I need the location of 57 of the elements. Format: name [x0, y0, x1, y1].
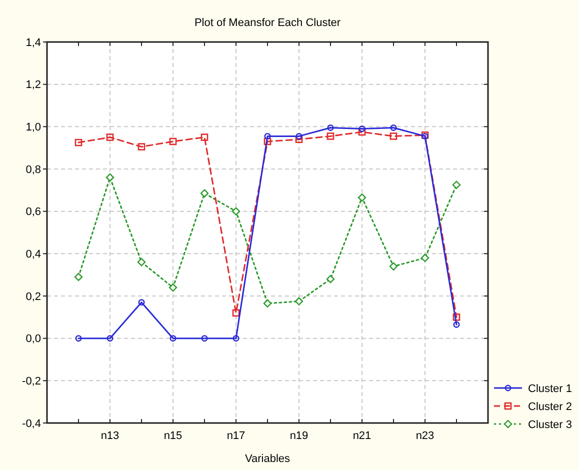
x-tick-label: n17	[226, 430, 246, 442]
point	[452, 180, 461, 189]
point	[390, 124, 397, 131]
y-tick-label: 0,6	[26, 206, 41, 218]
point	[264, 138, 272, 146]
point	[390, 132, 398, 140]
x-tick-label: n19	[290, 430, 308, 442]
point	[106, 335, 114, 342]
y-tick-label: -0,4	[22, 418, 41, 430]
point	[420, 254, 430, 262]
point	[137, 258, 146, 266]
y-tick-label: 1,4	[26, 36, 41, 49]
point	[452, 314, 460, 321]
point	[358, 193, 366, 202]
point	[326, 274, 335, 284]
point	[232, 309, 240, 317]
point	[358, 126, 366, 132]
point	[170, 335, 176, 342]
point	[106, 134, 114, 141]
point	[200, 189, 209, 198]
point	[296, 132, 302, 140]
x-tick-label: n15	[164, 430, 182, 442]
point	[263, 299, 272, 308]
point	[201, 335, 208, 342]
point	[168, 283, 178, 292]
point	[138, 299, 145, 306]
x-tick-label: n21	[352, 430, 372, 442]
point	[232, 335, 240, 342]
x-tick-label: n13	[100, 430, 120, 442]
point	[389, 262, 398, 270]
legend-label: Cluster 3	[528, 418, 572, 431]
point	[294, 297, 304, 306]
point	[326, 132, 334, 140]
point	[200, 134, 208, 141]
y-tick-label: 1,2	[26, 79, 41, 92]
point	[138, 143, 146, 150]
point	[74, 272, 83, 282]
x-axis-title: Variables	[244, 453, 291, 465]
legend-label: Cluster 2	[528, 400, 572, 413]
legend-label: Cluster 1	[528, 382, 572, 395]
y-tick-label: 0,0	[26, 333, 41, 346]
point	[106, 173, 114, 182]
y-tick-label: 0,8	[26, 164, 41, 176]
point	[232, 207, 240, 216]
y-tick-label: -0,2	[22, 376, 41, 388]
point	[75, 335, 82, 342]
y-tick-label: 0,2	[26, 290, 41, 303]
y-tick-label: 0,4	[26, 248, 41, 261]
point	[453, 321, 460, 328]
point	[264, 132, 271, 140]
point	[327, 124, 334, 131]
chart-title: Plot of Meansfor Each Cluster	[194, 17, 341, 29]
point	[74, 138, 82, 146]
x-tick-label: n23	[416, 430, 434, 442]
y-tick-label: 1,0	[26, 122, 41, 134]
point	[295, 136, 303, 144]
point	[169, 138, 177, 146]
